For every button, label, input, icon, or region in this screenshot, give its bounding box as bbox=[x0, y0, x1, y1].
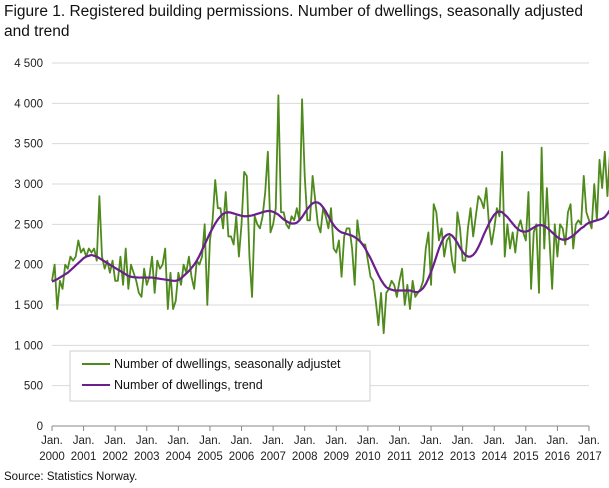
series-lines bbox=[51, 94, 609, 335]
y-tick-label: 0 bbox=[37, 421, 43, 433]
x-tick-label-month: Jan. bbox=[73, 435, 95, 447]
y-tick-label: 500 bbox=[24, 381, 43, 393]
x-tick-label-year: 2014 bbox=[481, 451, 507, 463]
x-axis: Jan. 2000 Jan. 2001 Jan. 2002 Jan. 2003 Jan. 2004… bbox=[39, 425, 602, 463]
y-tick-label: 2 500 bbox=[14, 219, 43, 231]
x-tick-label-month: Jan. bbox=[262, 435, 284, 447]
x-tick-label-year: 2000 bbox=[39, 451, 65, 463]
x-tick-label-month: Jan. bbox=[420, 435, 442, 447]
y-tick-label: 3 000 bbox=[14, 179, 43, 191]
legend-label-seasonal: Number of dwellings, seasonally adjustet bbox=[114, 357, 341, 371]
x-tick-label-year: 2013 bbox=[450, 451, 476, 463]
chart-title: Figure 1. Registered building permission… bbox=[4, 3, 583, 40]
x-tick-label-month: Jan. bbox=[357, 435, 379, 447]
x-tick-label-month: Jan. bbox=[136, 435, 158, 447]
x-tick-label-month: Jan. bbox=[294, 435, 316, 447]
x-tick-label-year: 2011 bbox=[387, 451, 412, 463]
y-axis: 0 500 1 000 1 500 2 000 2 500 3 000 3 500 4 000 4… bbox=[14, 58, 43, 433]
x-tick-label-year: 2012 bbox=[418, 451, 444, 463]
x-tick-label-year: 2016 bbox=[545, 451, 571, 463]
x-tick-label-year: 2001 bbox=[71, 451, 97, 463]
x-tick-label-year: 2007 bbox=[260, 451, 286, 463]
x-tick-label-year: 2005 bbox=[197, 451, 223, 463]
x-tick-label-month: Jan. bbox=[547, 435, 569, 447]
legend-label-trend: Number of dwellings, trend bbox=[114, 378, 263, 392]
y-tick-label: 1 500 bbox=[14, 300, 43, 312]
x-tick-label-year: 2017 bbox=[576, 451, 602, 463]
x-tick-label-month: Jan. bbox=[41, 435, 63, 447]
x-tick-label-month: Jan. bbox=[389, 435, 411, 447]
x-tick-label-year: 2002 bbox=[102, 451, 128, 463]
line-chart: 0 500 1 000 1 500 2 000 2 500 3 000 3 500 4 000 4… bbox=[14, 58, 609, 463]
x-tick-label-year: 2015 bbox=[513, 451, 539, 463]
x-tick-label-year: 2009 bbox=[323, 451, 349, 463]
x-tick-label-year: 2003 bbox=[134, 451, 160, 463]
series-line-trend bbox=[51, 201, 609, 294]
x-tick-label-month: Jan. bbox=[104, 435, 126, 447]
x-tick-label-month: Jan. bbox=[515, 435, 537, 447]
source-note: Source: Statistics Norway. bbox=[4, 471, 138, 483]
x-tick-label-month: Jan. bbox=[199, 435, 221, 447]
x-tick-label-year: 2008 bbox=[292, 451, 318, 463]
y-tick-label: 1 000 bbox=[14, 340, 43, 352]
x-tick-label-month: Jan. bbox=[578, 435, 600, 447]
x-tick-label-month: Jan. bbox=[483, 435, 505, 447]
series-line-seasonally-adjusted bbox=[51, 94, 609, 335]
x-tick-label-month: Jan. bbox=[452, 435, 474, 447]
legend: Number of dwellings, seasonally adjustet… bbox=[69, 350, 371, 402]
y-tick-label: 3 500 bbox=[14, 139, 43, 151]
x-tick-label-month: Jan. bbox=[231, 435, 253, 447]
gridlines bbox=[52, 62, 589, 387]
x-tick-label-month: Jan. bbox=[167, 435, 189, 447]
y-tick-label: 2 000 bbox=[14, 260, 43, 272]
y-tick-label: 4 000 bbox=[14, 98, 43, 110]
y-tick-label: 4 500 bbox=[14, 58, 43, 70]
x-tick-label-year: 2010 bbox=[355, 451, 381, 463]
legend-box bbox=[69, 350, 371, 402]
x-tick-label-year: 2004 bbox=[166, 451, 192, 463]
x-tick-label-month: Jan. bbox=[325, 435, 347, 447]
x-tick-label-year: 2006 bbox=[229, 451, 255, 463]
